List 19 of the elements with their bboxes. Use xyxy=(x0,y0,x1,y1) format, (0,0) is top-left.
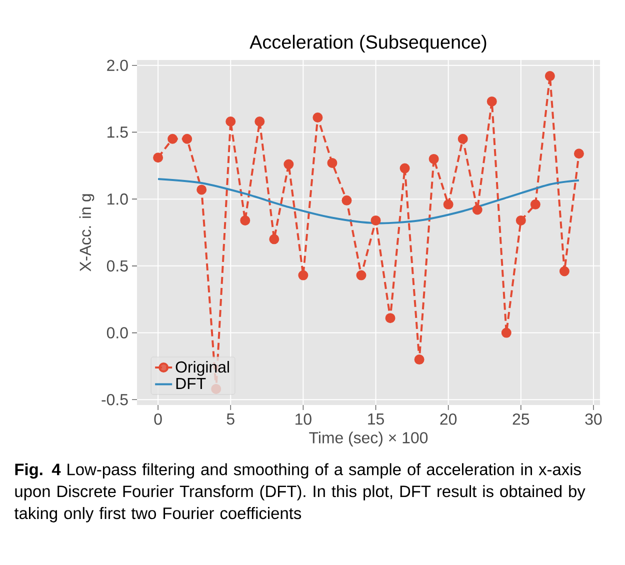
legend-label: DFT xyxy=(176,378,206,389)
y-tick-label: 1.5 xyxy=(108,126,128,138)
x-tick-label: 5 xyxy=(226,414,234,425)
text: Fig. 4 Low-pass filtering and smoothing of a sample of acceleration in x-axis upon Discrete Fourier Transform (DFT). In this plot, DFT result is obtained by taking only first two Fourier coefficients xyxy=(14,463,586,522)
x-tick-label: 20 xyxy=(440,414,457,425)
y-tick-label: 2.0 xyxy=(107,60,128,71)
y-tick-label: 0.0 xyxy=(106,327,128,338)
y-tick-label: -0.5 xyxy=(102,394,128,406)
x-tick-label: 15 xyxy=(368,414,384,425)
x-tick-label: 10 xyxy=(296,414,312,425)
y-axis-title: X-Acc. in g xyxy=(79,194,94,272)
x-tick-label: 0 xyxy=(154,414,162,425)
y-tick-label: 1.0 xyxy=(108,193,128,205)
y-tick-label: 0.5 xyxy=(106,260,128,272)
x-axis-title: Time (sec) × 100 xyxy=(309,432,428,446)
x-tick-label: 25 xyxy=(512,414,530,425)
legend-label: Original xyxy=(176,360,229,376)
chart-title: Acceleration (Subsequence) xyxy=(250,34,486,52)
x-tick-label: 30 xyxy=(585,414,602,425)
